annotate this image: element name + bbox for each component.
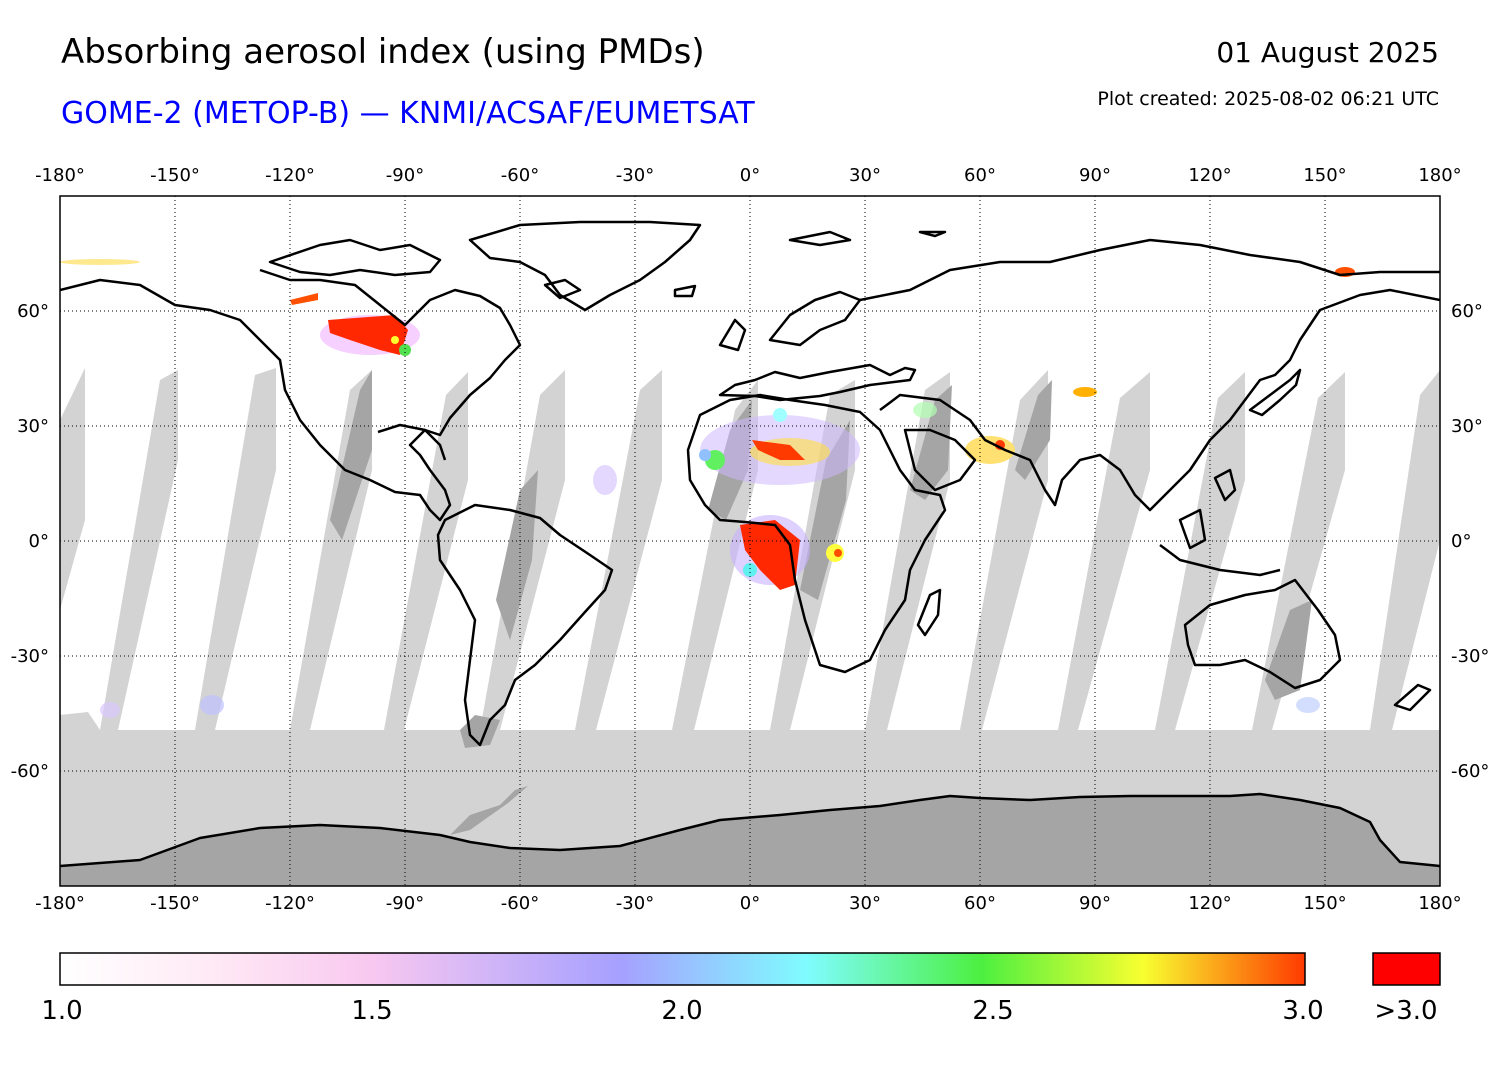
- colorbar-tick: 1.5: [351, 996, 392, 1026]
- colorbar-overflow-label: >3.0: [1374, 996, 1437, 1026]
- lat-label-right: 30°: [1451, 416, 1483, 437]
- lon-label-bottom: 90°: [1079, 893, 1111, 914]
- graticule: [60, 196, 1440, 886]
- lon-labels-top: -180° -150° -120° -90° -60° -30° 0° 30° …: [35, 165, 1462, 186]
- lon-labels-bottom: -180° -150° -120° -90° -60° -30° 0° 30° …: [35, 893, 1462, 914]
- lon-label-top: 0°: [740, 165, 760, 186]
- aerosol-plumes: [60, 259, 1355, 718]
- lon-label-top: 120°: [1188, 165, 1231, 186]
- lat-label-left: 30°: [17, 416, 49, 437]
- lon-label-top: -120°: [265, 165, 315, 186]
- lat-label-right: 60°: [1451, 301, 1483, 322]
- lat-label-left: -60°: [11, 761, 49, 782]
- lon-label-bottom: 30°: [849, 893, 881, 914]
- lat-labels-right: 60° 30° 0° -30° -60°: [1451, 301, 1489, 782]
- lon-label-top: -150°: [150, 165, 200, 186]
- lat-labels-left: 60° 30° 0° -30° -60°: [11, 301, 49, 782]
- plot-created-label: Plot created: 2025-08-02 06:21 UTC: [1097, 88, 1439, 110]
- lon-label-top: 60°: [964, 165, 996, 186]
- lon-label-bottom: 120°: [1188, 893, 1231, 914]
- colorbar-tick: 2.0: [661, 996, 702, 1026]
- lon-label-top: 150°: [1303, 165, 1346, 186]
- lon-label-top: -90°: [386, 165, 424, 186]
- lon-label-top: 90°: [1079, 165, 1111, 186]
- lon-label-top: -30°: [616, 165, 654, 186]
- lat-label-left: 0°: [29, 531, 49, 552]
- lon-label-bottom: -30°: [616, 893, 654, 914]
- lon-label-bottom: -60°: [501, 893, 539, 914]
- lat-label-left: 60°: [17, 301, 49, 322]
- lon-label-bottom: -150°: [150, 893, 200, 914]
- coastlines: [60, 220, 1440, 868]
- lon-label-top: 30°: [849, 165, 881, 186]
- lon-label-bottom: 60°: [964, 893, 996, 914]
- colorbar-tick: 1.0: [41, 996, 82, 1026]
- lon-label-bottom: 180°: [1418, 893, 1461, 914]
- lon-label-bottom: 0°: [740, 893, 760, 914]
- lat-label-right: 0°: [1451, 531, 1471, 552]
- lon-label-bottom: -120°: [265, 893, 315, 914]
- lon-label-bottom: -180°: [35, 893, 85, 914]
- colorbar-labels: 1.0 1.5 2.0 2.5 3.0 >3.0: [41, 996, 1437, 1026]
- lon-label-bottom: -90°: [386, 893, 424, 914]
- date-label: 01 August 2025: [1216, 36, 1439, 69]
- colorbar-tick: 2.5: [972, 996, 1013, 1026]
- lat-label-left: -30°: [11, 646, 49, 667]
- lon-label-top: -60°: [501, 165, 539, 186]
- lat-label-right: -60°: [1451, 761, 1489, 782]
- colorbar-overflow-swatch: [1372, 952, 1441, 986]
- lon-label-top: -180°: [35, 165, 85, 186]
- map-title: Absorbing aerosol index (using PMDs): [61, 32, 705, 72]
- map-subtitle: GOME-2 (METOP-B) — KNMI/ACSAF/EUMETSAT: [61, 96, 755, 131]
- map-frame: [59, 195, 1441, 887]
- map-panel: [60, 196, 1440, 886]
- colorbar-tick: 3.0: [1282, 996, 1323, 1026]
- lat-label-right: -30°: [1451, 646, 1489, 667]
- lon-label-top: 180°: [1418, 165, 1461, 186]
- lon-label-bottom: 150°: [1303, 893, 1346, 914]
- colorbar-gradient: [59, 952, 1306, 986]
